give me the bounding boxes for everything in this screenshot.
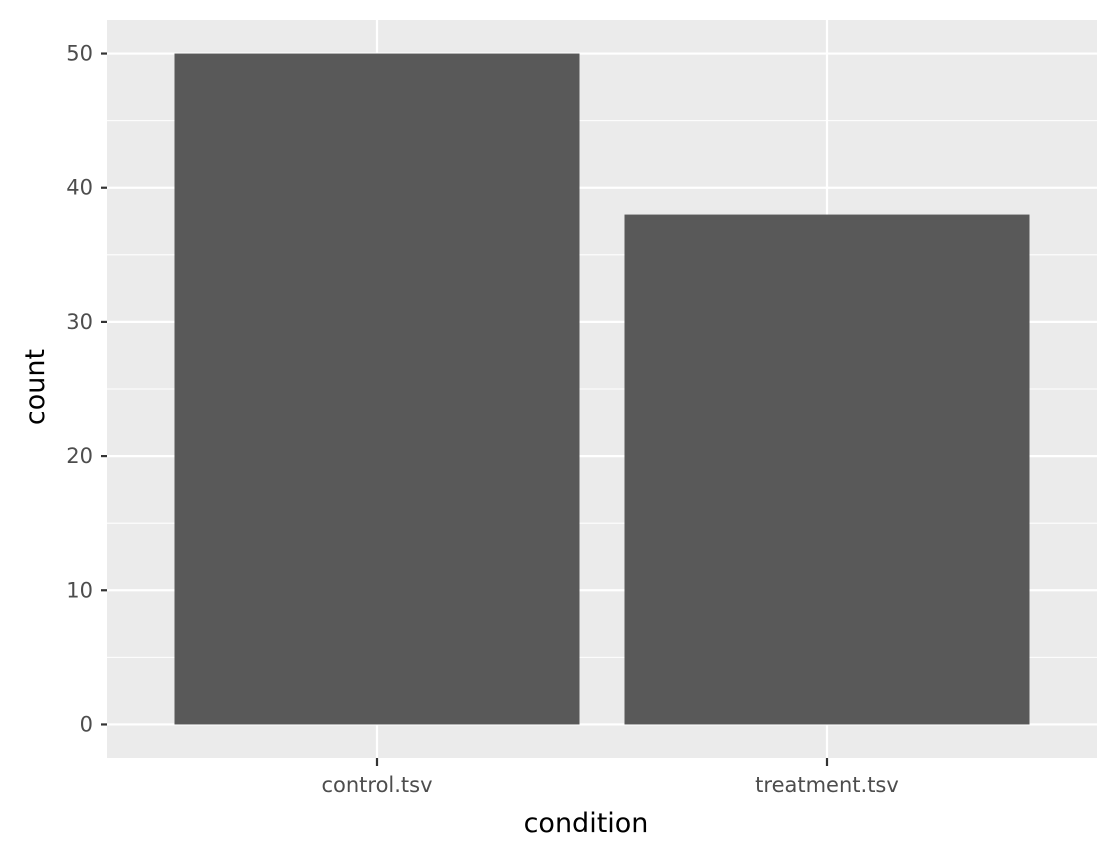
y-axis-title: count: [20, 349, 51, 425]
y-tick-label: 40: [66, 176, 93, 200]
x-axis: control.tsv treatment.tsv: [321, 758, 899, 797]
x-tick-label: treatment.tsv: [755, 773, 899, 797]
bar-control.tsv: [174, 53, 580, 725]
y-tick-label: 10: [66, 578, 93, 602]
bars: [174, 53, 1030, 725]
x-tick-label: control.tsv: [321, 773, 432, 797]
x-axis-title: condition: [524, 808, 649, 839]
y-tick-label: 0: [80, 712, 93, 736]
y-tick-label: 30: [66, 310, 93, 334]
y-tick-label: 20: [66, 444, 93, 468]
bar-treatment.tsv: [624, 214, 1030, 725]
y-tick-label: 50: [66, 42, 93, 66]
y-axis: 0 10 20 30 40 50: [66, 42, 107, 736]
